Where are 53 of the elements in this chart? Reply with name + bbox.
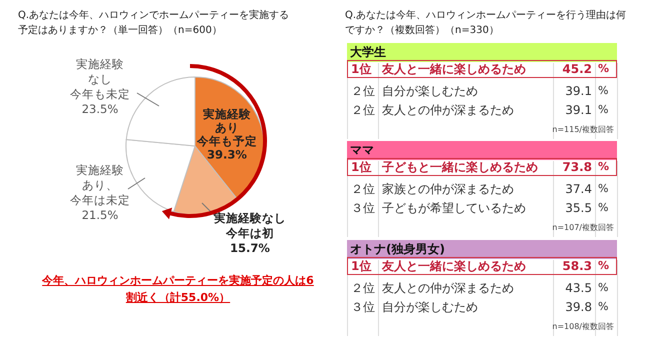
text: 友人と一緒に楽しめるため [382, 258, 526, 274]
slice-label: 実施経験あり、今年は未定 [70, 163, 130, 207]
text: % [598, 200, 608, 216]
text: オトナ(独身男女) [347, 240, 617, 259]
data-label: 39.3% [207, 148, 248, 162]
text: 43.5 [564, 280, 592, 296]
text: n=107/複数回答 [551, 222, 614, 234]
text: 39.1 [564, 102, 592, 118]
text: 1位 [351, 258, 372, 274]
text: 子どもが希望しているため [382, 200, 526, 216]
text: 今年、ハロウィンホームパーティーを実施予定の人は6割近く（計55.0%） [41, 273, 315, 306]
text: 73.8 [561, 159, 592, 175]
text: % [598, 280, 608, 296]
text: % [598, 102, 608, 118]
text: 39.8 [564, 299, 592, 315]
data-label: 21.5% [82, 208, 118, 222]
text: 自分が楽しむため [382, 299, 478, 315]
text: ３位 [351, 299, 375, 315]
text: % [598, 181, 608, 197]
slice-label: 実施経験なし今年は初 [213, 211, 286, 240]
text: n=108/複数回答 [551, 321, 614, 333]
text: 37.4 [564, 181, 592, 197]
text: 45.2 [561, 61, 592, 77]
data-label: 15.7% [230, 241, 270, 255]
text: 家族との仲が深まるため [382, 181, 514, 197]
text: % [598, 258, 610, 274]
data-label: 23.5% [82, 102, 118, 116]
text: 友人との仲が深まるため [382, 280, 514, 296]
text: 1位 [351, 159, 372, 175]
chart-title: Q.あなたは今年、ハロウィンでホームパーティーを実施する予定はありますか？（単一回答）（n=600） [18, 8, 290, 38]
text: 友人との仲が深まるため [382, 102, 514, 118]
text: 友人と一緒に楽しめるため [382, 61, 526, 77]
text: 1位 [351, 61, 372, 77]
text: 子どもと一緒に楽しめるため [382, 159, 538, 175]
slice-label: 実施経験あり今年も予定 [196, 107, 257, 148]
text: 39.1 [564, 83, 592, 99]
text: % [598, 159, 610, 175]
text: ２位 [351, 280, 375, 296]
text: ３位 [351, 200, 375, 216]
text: % [598, 299, 608, 315]
text: ２位 [351, 181, 375, 197]
text: % [598, 61, 610, 77]
text: ママ [347, 141, 617, 160]
text: ２位 [351, 102, 375, 118]
text: 大学生 [347, 43, 617, 62]
text: 58.3 [561, 258, 592, 274]
text: 35.5 [564, 200, 592, 216]
text: Q.あなたは今年、ハロウィンホームパーティーを行う理由は何ですか？（複数回答）（n=330） [345, 8, 628, 38]
text: 自分が楽しむため [382, 83, 478, 99]
text: n=115/複数回答 [551, 124, 614, 136]
text: ２位 [351, 83, 375, 99]
slice-label: 実施経験なし今年も未定 [70, 57, 130, 101]
text: % [598, 83, 608, 99]
